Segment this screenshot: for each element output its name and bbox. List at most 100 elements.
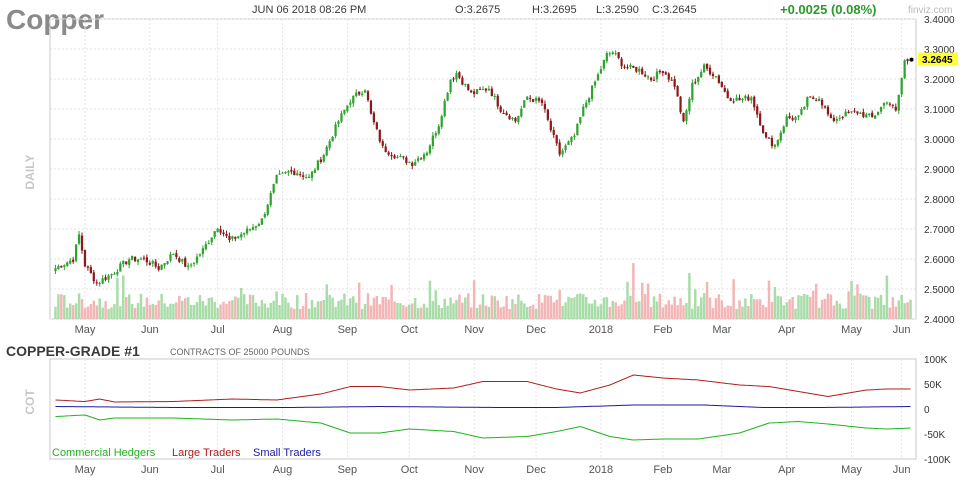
cot-month-label: Jun — [893, 464, 911, 476]
volume-bar — [682, 305, 685, 319]
volume-bar — [640, 282, 644, 319]
volume-bar — [643, 294, 647, 319]
candle-body — [611, 52, 614, 55]
volume-bar — [879, 294, 883, 319]
candle-body — [753, 96, 756, 108]
volume-bar — [773, 286, 777, 319]
candle-body — [478, 88, 482, 90]
volume-bar — [207, 297, 211, 319]
candle-body — [862, 112, 865, 117]
candle-body — [366, 91, 370, 101]
volume-bar — [266, 307, 270, 319]
cot-month-label: May — [75, 464, 96, 476]
volume-bar — [496, 300, 499, 319]
volume-bar — [770, 302, 774, 319]
volume-bars — [54, 263, 912, 319]
volume-bar — [776, 295, 780, 319]
candle-body — [505, 112, 508, 116]
candle-body — [251, 227, 255, 230]
candle-body — [405, 157, 408, 163]
volume-bar — [655, 301, 659, 319]
volume-bar — [222, 301, 225, 319]
volume-bar — [832, 305, 836, 319]
price-month-label: Jul — [211, 324, 225, 336]
candle-body — [493, 95, 496, 97]
cot-month-label: Mar — [712, 464, 731, 476]
candle-body — [310, 171, 314, 178]
candle-body — [381, 141, 384, 146]
volume-bar — [272, 300, 275, 319]
candle-body — [269, 193, 272, 206]
candle-body — [352, 95, 355, 104]
volume-bar — [136, 303, 140, 319]
price-tick-label: 2.9000 — [924, 165, 955, 176]
volume-bar — [57, 294, 60, 319]
volume-bar — [467, 293, 470, 319]
candle-body — [741, 98, 744, 101]
volume-bar — [74, 303, 78, 319]
candle-body — [573, 135, 576, 138]
candle-body — [508, 115, 511, 120]
cot-title: COPPER-GRADE #1 — [6, 343, 140, 359]
cot-tick-label: 0 — [924, 405, 930, 416]
candle-body — [278, 173, 281, 175]
volume-bar — [714, 298, 718, 319]
volume-bar — [676, 305, 679, 319]
volume-bar — [764, 307, 768, 319]
volume-bar — [531, 304, 535, 319]
candle-body — [532, 99, 535, 102]
candle-body — [210, 237, 213, 243]
volume-bar — [525, 307, 529, 319]
candle-body — [652, 79, 656, 81]
volume-bar — [245, 304, 249, 319]
price-tick-label: 3.3000 — [924, 45, 955, 56]
candle-body — [89, 267, 92, 273]
candle-body — [257, 223, 261, 227]
cot-month-label: Nov — [464, 464, 484, 476]
volume-bar — [900, 294, 903, 319]
cot-month-label: Dec — [526, 464, 546, 476]
candle-body — [107, 275, 110, 280]
candle-body — [145, 257, 148, 263]
candle-body — [470, 90, 473, 93]
volume-bar — [393, 301, 396, 319]
volume-bar — [402, 305, 405, 319]
volume-bar — [446, 305, 449, 319]
candle-body — [198, 254, 202, 256]
candle-body — [871, 112, 874, 118]
candle-body — [57, 266, 60, 270]
candle-body — [122, 260, 125, 265]
last-price-dot — [909, 57, 914, 62]
volume-bar — [570, 297, 573, 319]
volume-bar — [685, 303, 688, 319]
volume-bar — [89, 304, 93, 319]
volume-bar — [817, 307, 821, 319]
price-tick-label: 3.0000 — [924, 135, 955, 146]
candle-body — [248, 229, 252, 231]
finviz-brand[interactable]: finviz.com — [908, 5, 952, 16]
volume-bar — [54, 306, 57, 319]
volume-bar — [340, 299, 343, 319]
price-month-label: Aug — [273, 324, 293, 336]
candles — [54, 50, 912, 287]
volume-bar — [449, 297, 452, 319]
candle-body — [133, 256, 137, 262]
candle-body — [396, 156, 399, 158]
volume-bar — [390, 285, 393, 319]
volume-bar — [301, 306, 305, 319]
volume-bar — [284, 297, 287, 319]
candle-body — [567, 141, 570, 145]
volume-bar — [573, 297, 576, 319]
volume-bar — [788, 299, 791, 319]
volume-bar — [658, 293, 662, 319]
candle-body — [393, 155, 396, 159]
volume-bar — [319, 301, 323, 319]
volume-bar — [602, 297, 606, 319]
volume-bar — [310, 299, 314, 319]
candle-body — [458, 72, 461, 78]
volume-bar — [231, 300, 234, 319]
candle-body — [517, 115, 520, 123]
volume-bar — [325, 284, 328, 319]
candle-body — [181, 259, 184, 262]
candle-body — [266, 204, 269, 215]
